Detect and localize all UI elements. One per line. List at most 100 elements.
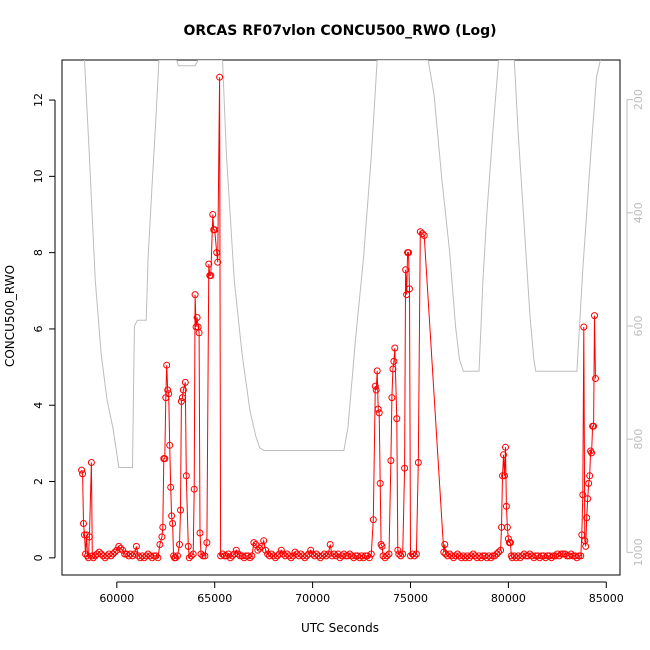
data-point <box>375 409 383 417</box>
data-point <box>80 520 87 527</box>
data-point <box>244 552 252 560</box>
right-tick-label: 400 <box>632 202 645 223</box>
data-point <box>195 329 203 337</box>
data-point <box>187 552 195 560</box>
data-point <box>388 394 396 402</box>
data-point <box>326 541 334 548</box>
data-point <box>271 554 279 562</box>
y-tick-label: 6 <box>32 325 45 332</box>
data-point <box>193 314 201 321</box>
data-point <box>197 550 205 558</box>
data-point <box>394 546 402 554</box>
data-point <box>410 552 418 560</box>
data-point <box>205 260 213 268</box>
data-point <box>500 451 507 459</box>
data-point <box>163 361 171 369</box>
data-point <box>154 554 162 562</box>
data-point <box>181 378 189 386</box>
data-point <box>420 232 428 239</box>
data-point <box>177 397 185 405</box>
data-point <box>178 394 186 402</box>
data-point <box>487 554 495 562</box>
data-point <box>260 537 268 545</box>
data-point <box>499 472 506 480</box>
data-point <box>152 552 160 560</box>
data-point <box>248 552 256 560</box>
data-point <box>582 542 590 550</box>
data-point <box>584 495 592 503</box>
data-point <box>493 550 501 558</box>
data-point <box>307 546 315 554</box>
data-point <box>166 441 174 449</box>
right-tick-label: 800 <box>632 429 645 450</box>
data-point <box>130 550 138 558</box>
data-point <box>127 550 134 558</box>
data-point <box>150 552 158 560</box>
data-point <box>393 415 401 423</box>
data-point <box>369 516 377 524</box>
data-point <box>320 550 328 558</box>
data-point <box>373 367 381 375</box>
data-point <box>414 459 422 466</box>
data-point <box>567 550 575 558</box>
right-tick-label: 600 <box>632 315 645 336</box>
y-tick-label: 2 <box>32 478 45 485</box>
x-axis-label: UTC Seconds <box>301 621 379 635</box>
data-point <box>418 230 426 238</box>
data-point <box>176 541 183 548</box>
data-point <box>84 554 92 562</box>
data-point <box>592 375 599 382</box>
data-point <box>250 539 258 547</box>
data-point <box>177 506 184 514</box>
right-tick-label: 1000 <box>632 538 645 566</box>
data-point <box>196 529 204 537</box>
data-point <box>502 443 509 451</box>
data-point <box>192 323 200 331</box>
data-point <box>190 485 198 493</box>
data-point <box>548 554 555 562</box>
data-point <box>111 548 119 556</box>
data-point <box>262 546 270 554</box>
data-point <box>330 550 338 558</box>
y-tick-label: 12 <box>32 93 45 107</box>
data-point <box>117 544 125 552</box>
data-point <box>164 386 172 394</box>
x-tick-label: 75000 <box>393 592 428 605</box>
data-point <box>201 552 209 560</box>
chart-title: ORCAS RF07vlon CONCU500_RWO (Log) <box>183 23 496 39</box>
data-point <box>287 554 295 562</box>
data-point <box>585 479 593 487</box>
data-point <box>87 459 95 466</box>
data-point <box>207 272 215 279</box>
y-tick-label: 8 <box>32 249 45 256</box>
data-point <box>132 542 140 550</box>
data-point <box>189 550 197 558</box>
data-point <box>495 548 503 556</box>
data-point <box>402 266 410 274</box>
data-point <box>503 523 511 531</box>
series-line-right-axis <box>84 60 601 468</box>
data-point <box>277 546 285 554</box>
data-point <box>285 552 293 560</box>
data-point <box>179 386 187 394</box>
data-point <box>399 550 407 558</box>
data-point <box>301 554 309 562</box>
data-point <box>209 211 217 218</box>
data-point <box>502 502 510 510</box>
x-tick-label: 60000 <box>99 592 134 605</box>
plot-frame <box>61 59 621 576</box>
data-point <box>246 554 254 562</box>
data-point <box>182 472 190 480</box>
data-point <box>158 533 166 541</box>
data-point <box>216 73 224 81</box>
plot-marks: 60000 65000 70000 75000 80000 85000 0 2 4 6 8 10 12 2… <box>32 59 645 605</box>
data-point <box>390 357 398 365</box>
data-point <box>191 291 199 299</box>
data-point <box>226 554 234 562</box>
data-point <box>78 466 86 474</box>
data-point <box>184 542 192 550</box>
data-point <box>89 554 97 562</box>
data-point <box>391 344 399 352</box>
data-point <box>583 514 591 522</box>
